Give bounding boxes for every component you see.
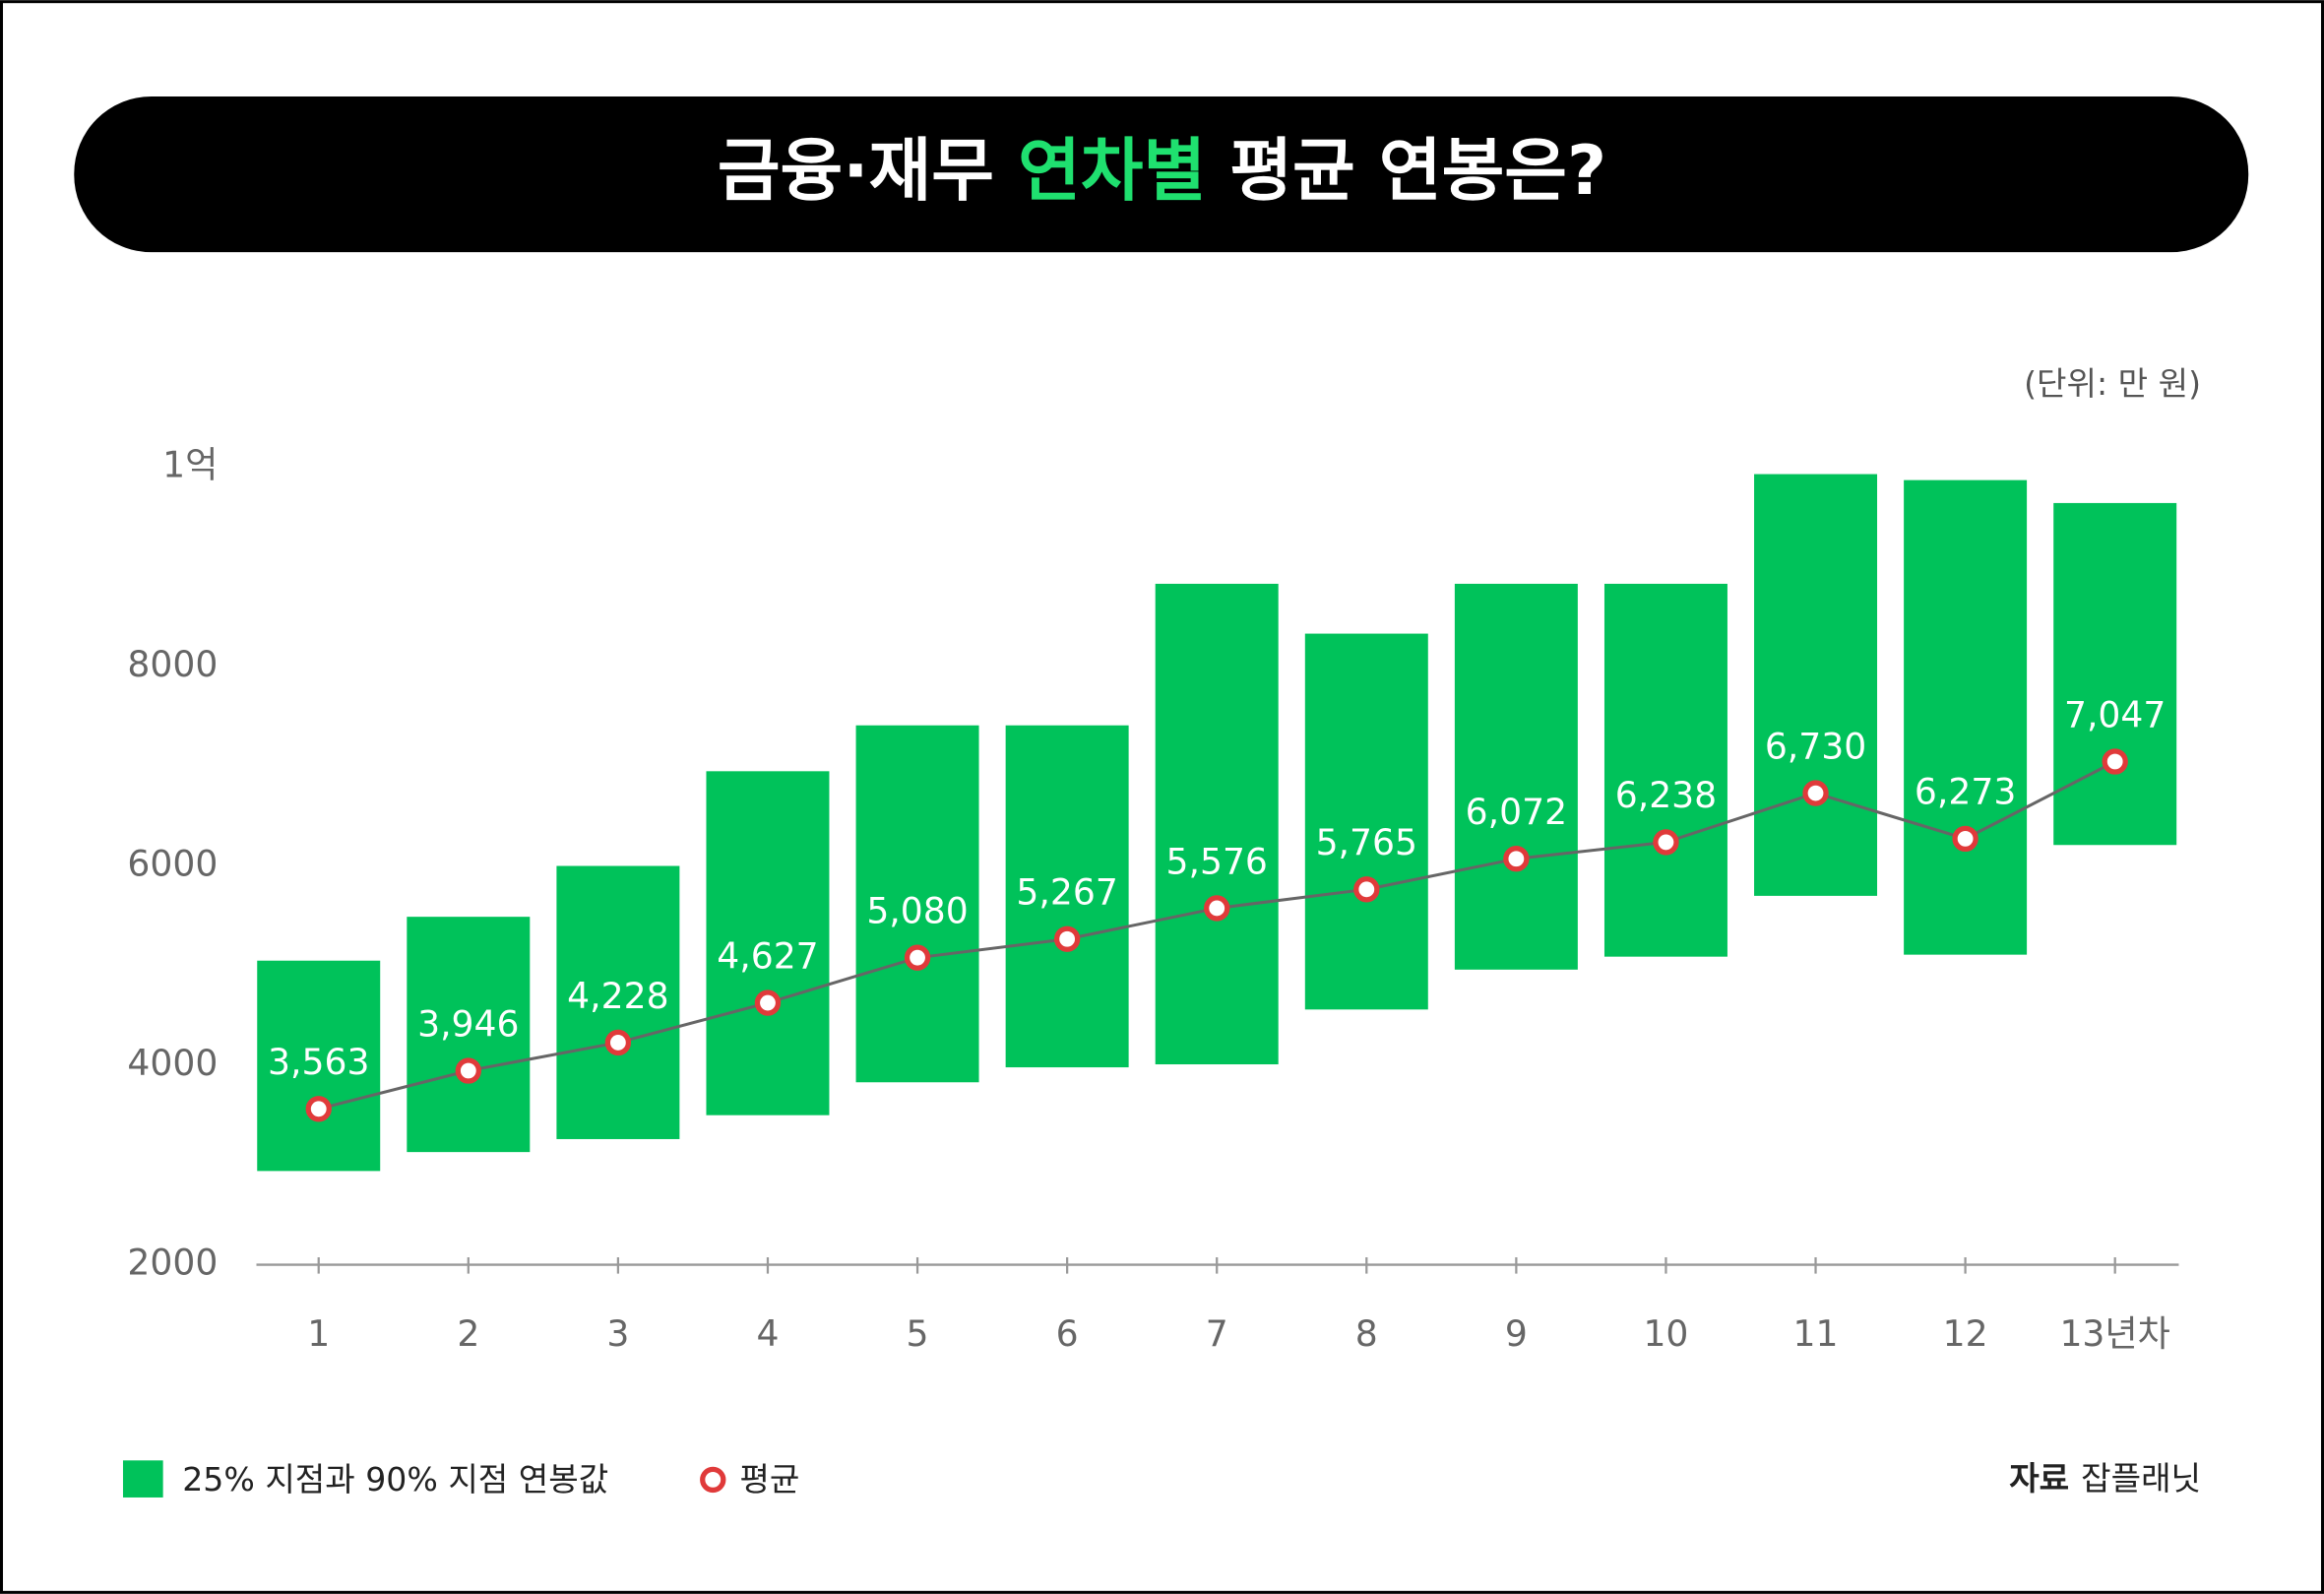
- range-bar: [2053, 502, 2177, 846]
- source-name: 잡플래닛: [2081, 1458, 2201, 1497]
- x-tick-label: 4: [756, 1312, 779, 1355]
- average-dot: [754, 989, 782, 1016]
- range-bar: [1005, 725, 1129, 1068]
- range-bar: [706, 771, 830, 1116]
- legend-dot: [700, 1466, 726, 1494]
- x-tick-label: 13년차: [2059, 1312, 2169, 1355]
- value-label: 7,047: [2064, 693, 2166, 735]
- range-bar: [855, 725, 979, 1083]
- average-dot: [1653, 829, 1679, 856]
- x-tick-label: 8: [1355, 1312, 1378, 1355]
- x-tick-label: 7: [1206, 1312, 1228, 1355]
- x-tick-label: 5: [907, 1312, 929, 1355]
- average-dot: [1053, 925, 1081, 952]
- range-bar: [1454, 583, 1578, 970]
- value-label: 3,946: [417, 1002, 519, 1045]
- source: 자료 잡플래닛: [2009, 1458, 2201, 1497]
- x-tick-label: 3: [606, 1312, 629, 1355]
- average-dot: [604, 1029, 632, 1056]
- x-tick-label: 11: [1793, 1312, 1839, 1355]
- x-tick-label: 9: [1505, 1312, 1528, 1355]
- average-dot: [305, 1096, 332, 1122]
- title-part: 금융·재무: [718, 132, 1018, 211]
- y-tick-label: 2000: [127, 1242, 218, 1284]
- value-label: 6,730: [1765, 725, 1866, 767]
- value-label: 5,765: [1316, 821, 1417, 863]
- x-tick-label: 6: [1056, 1312, 1079, 1355]
- average-dot: [1802, 780, 1829, 806]
- range-bar: [407, 917, 531, 1153]
- average-dot: [1204, 895, 1230, 922]
- range-bar: [1904, 479, 2028, 955]
- average-dot: [455, 1057, 481, 1084]
- legend-label: 평균: [739, 1460, 799, 1498]
- range-bar: [257, 960, 381, 1172]
- range-bar: [1304, 633, 1428, 1010]
- value-label: 4,627: [717, 934, 818, 977]
- value-label: 3,563: [268, 1041, 369, 1083]
- range-bar: [1603, 583, 1727, 957]
- chart-title: 금융·재무 연차별 평균 연봉은?: [718, 132, 1606, 211]
- y-tick-label: 1억: [162, 443, 218, 485]
- title-highlight: 연차별: [1018, 132, 1206, 211]
- x-tick-label: 10: [1643, 1312, 1688, 1355]
- value-label: 6,238: [1615, 774, 1717, 816]
- value-label: 5,576: [1166, 840, 1268, 882]
- value-label: 5,080: [866, 890, 968, 932]
- x-tick-label: 2: [457, 1312, 479, 1355]
- x-tick-label: 1: [307, 1312, 330, 1355]
- average-dot: [2102, 748, 2128, 775]
- value-label: 4,228: [567, 975, 668, 1017]
- average-dot: [1353, 876, 1380, 903]
- range-bar: [556, 865, 680, 1139]
- range-bar: [1754, 474, 1878, 896]
- y-tick-label: 4000: [127, 1042, 218, 1084]
- title-bar: [74, 96, 2249, 253]
- source-label: 자료: [2009, 1458, 2069, 1497]
- value-label: 6,072: [1466, 791, 1567, 833]
- title-part: 평균 연봉은?: [1206, 132, 1606, 211]
- average-dot: [1503, 846, 1530, 872]
- value-label: 6,273: [1915, 771, 2016, 813]
- legend-label: 25% 지점과 90% 지점 연봉값: [182, 1460, 608, 1498]
- x-tick-label: 12: [1943, 1312, 1988, 1355]
- average-dot: [1952, 825, 1979, 853]
- y-tick-label: 6000: [127, 843, 218, 885]
- y-tick-label: 8000: [127, 643, 218, 685]
- average-dot: [904, 944, 931, 971]
- unit-label: (단위: 만 원): [2024, 364, 2201, 403]
- value-label: 5,267: [1016, 871, 1117, 914]
- legend-swatch: [122, 1460, 163, 1498]
- range-bar: [1155, 583, 1279, 1065]
